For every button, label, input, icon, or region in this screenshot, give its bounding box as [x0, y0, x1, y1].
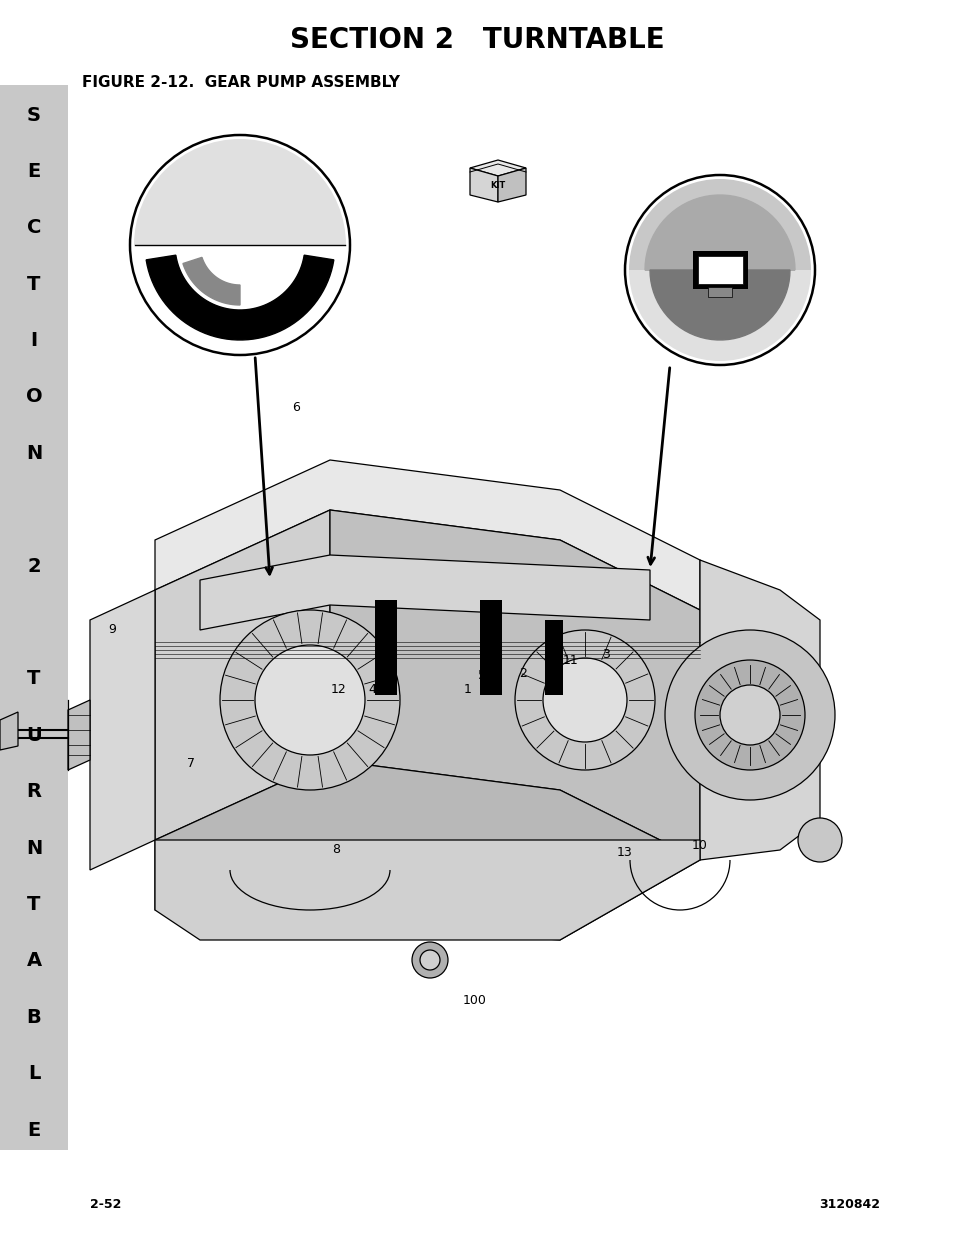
Text: 11: 11	[562, 655, 578, 667]
Polygon shape	[470, 168, 497, 203]
Text: N: N	[26, 443, 42, 463]
Circle shape	[254, 645, 365, 755]
Polygon shape	[154, 760, 700, 940]
Text: C: C	[27, 219, 41, 237]
Text: T: T	[28, 669, 41, 688]
Circle shape	[220, 610, 399, 790]
Text: 2: 2	[518, 667, 526, 679]
Polygon shape	[649, 270, 789, 340]
Text: 10: 10	[691, 840, 706, 852]
Circle shape	[515, 630, 655, 769]
Polygon shape	[700, 559, 820, 860]
Bar	[544, 620, 562, 695]
Text: 9: 9	[109, 624, 116, 636]
Text: FIGURE 2-12.  GEAR PUMP ASSEMBLY: FIGURE 2-12. GEAR PUMP ASSEMBLY	[82, 74, 399, 89]
Wedge shape	[664, 630, 834, 800]
Text: O: O	[26, 388, 42, 406]
Text: 6: 6	[292, 401, 299, 414]
Polygon shape	[470, 161, 525, 177]
Text: S: S	[27, 105, 41, 125]
Wedge shape	[133, 140, 346, 245]
Circle shape	[797, 818, 841, 862]
Wedge shape	[628, 179, 810, 270]
Text: 5: 5	[477, 669, 485, 682]
Text: R: R	[27, 782, 42, 802]
Text: 3: 3	[601, 648, 609, 661]
Circle shape	[720, 685, 780, 745]
Polygon shape	[0, 713, 18, 750]
Polygon shape	[330, 510, 700, 860]
Text: L: L	[28, 1065, 40, 1083]
Polygon shape	[90, 590, 154, 869]
Text: I: I	[30, 331, 37, 350]
Text: A: A	[27, 951, 42, 971]
Text: E: E	[28, 1120, 41, 1140]
Text: 2: 2	[27, 557, 41, 576]
Bar	[375, 600, 396, 695]
Polygon shape	[154, 510, 330, 840]
Text: T: T	[28, 895, 41, 914]
Bar	[698, 256, 742, 284]
Circle shape	[624, 175, 814, 366]
Circle shape	[695, 659, 804, 769]
Text: 8: 8	[332, 844, 339, 856]
Text: 3120842: 3120842	[818, 1198, 879, 1212]
Circle shape	[130, 135, 350, 354]
Polygon shape	[644, 195, 794, 270]
Text: 7: 7	[187, 757, 194, 769]
Polygon shape	[154, 840, 700, 940]
Text: T: T	[28, 274, 41, 294]
Circle shape	[542, 658, 626, 742]
Wedge shape	[628, 270, 810, 361]
Bar	[0, 85, 68, 1150]
Text: E: E	[28, 162, 41, 180]
Text: 1: 1	[463, 683, 471, 695]
Text: B: B	[27, 1008, 41, 1026]
Polygon shape	[154, 459, 700, 610]
Polygon shape	[497, 168, 525, 203]
Text: U: U	[26, 726, 42, 745]
Bar	[479, 600, 501, 695]
Text: 4: 4	[368, 683, 375, 695]
Polygon shape	[146, 256, 334, 340]
Text: 100: 100	[461, 994, 486, 1007]
Polygon shape	[200, 555, 649, 630]
Circle shape	[419, 950, 439, 969]
Text: SECTION 2   TURNTABLE: SECTION 2 TURNTABLE	[290, 26, 663, 54]
Text: 2-52: 2-52	[90, 1198, 121, 1212]
Text: N: N	[26, 839, 42, 857]
Polygon shape	[183, 257, 240, 305]
Text: 13: 13	[617, 846, 632, 858]
Text: KIT: KIT	[490, 180, 505, 189]
Bar	[707, 287, 731, 296]
Bar	[692, 251, 747, 289]
Text: 12: 12	[331, 683, 346, 695]
Polygon shape	[68, 700, 90, 769]
Circle shape	[412, 942, 448, 978]
